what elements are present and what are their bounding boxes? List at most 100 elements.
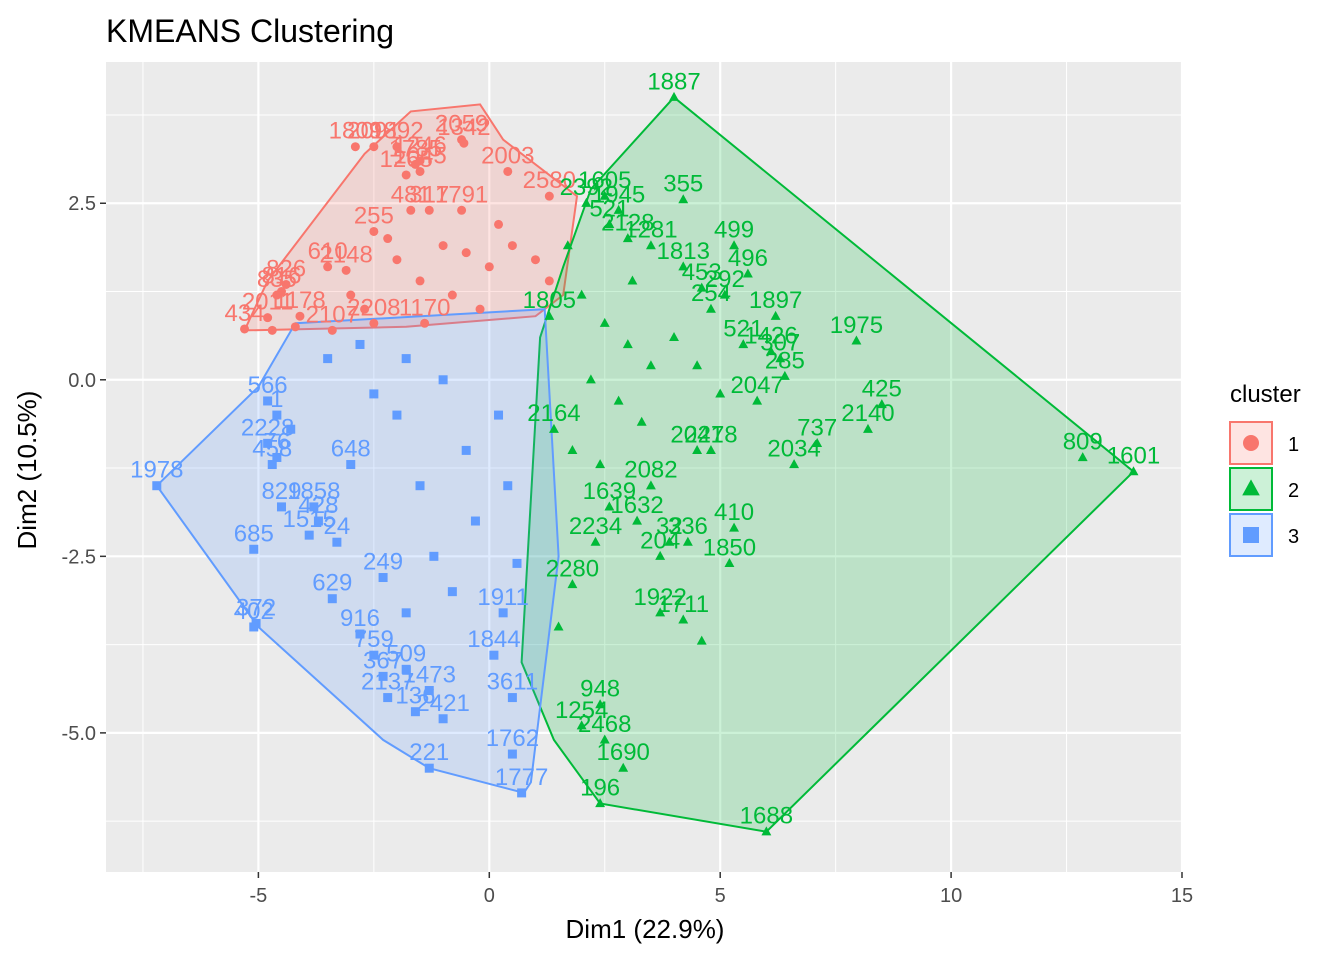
cluster-2-point bbox=[682, 536, 693, 546]
cluster-1-point-label: 2107 bbox=[306, 301, 359, 328]
cluster-2-point-label: 1805 bbox=[523, 287, 576, 314]
cluster-3-point-label: 2137 bbox=[361, 669, 414, 696]
cluster-2-point-label: 1426 bbox=[744, 323, 797, 350]
cluster-3-point bbox=[424, 686, 434, 696]
legend-label-1: 1 bbox=[1288, 434, 1299, 456]
cluster-3-point-label: 136 bbox=[395, 683, 435, 710]
cluster-1-point bbox=[544, 191, 554, 201]
cluster-1-point bbox=[263, 313, 273, 323]
cluster-3-point-label: 367 bbox=[363, 647, 403, 674]
cluster-2-point bbox=[599, 317, 610, 327]
cluster-1-point bbox=[420, 318, 430, 328]
cluster-1-point-label: 2003 bbox=[481, 142, 534, 169]
cluster-1-point bbox=[503, 166, 513, 176]
cluster-1-point bbox=[267, 325, 277, 335]
cluster-3-point bbox=[378, 573, 388, 583]
cluster-2-point-label: 254 bbox=[691, 280, 731, 307]
cluster-3-point-label: 3611 bbox=[487, 669, 539, 696]
cluster-2-point bbox=[789, 459, 800, 469]
cluster-3-point bbox=[323, 354, 333, 364]
cluster-1-point bbox=[544, 276, 554, 286]
legend-title: cluster bbox=[1230, 381, 1301, 408]
cluster-3-point bbox=[438, 714, 448, 724]
cluster-1-point-label: 2059 bbox=[435, 111, 488, 138]
cluster-3-point bbox=[447, 587, 457, 597]
cluster-2-point bbox=[715, 388, 726, 398]
cluster-2-point bbox=[576, 720, 587, 730]
cluster-3-point-label: 249 bbox=[363, 549, 403, 576]
cluster-3-point bbox=[272, 410, 282, 420]
cluster-1-point bbox=[447, 290, 457, 300]
cluster-3-point bbox=[263, 396, 273, 406]
cluster-2-point bbox=[664, 536, 675, 546]
cluster-1-point bbox=[341, 265, 351, 275]
cluster-1-point bbox=[406, 205, 416, 215]
x-axis-title: Dim1 (22.9%) bbox=[566, 914, 725, 944]
cluster-2-point-label: 2128 bbox=[601, 210, 654, 237]
cluster-3-point bbox=[410, 707, 420, 717]
cluster-2-point bbox=[678, 614, 689, 624]
cluster-2-point-label: 496 bbox=[728, 245, 768, 272]
cluster-1-point bbox=[415, 166, 425, 176]
cluster-3-point bbox=[369, 650, 379, 660]
cluster-3-point-label: 685 bbox=[234, 520, 274, 547]
cluster-2-point-label: 2278 bbox=[684, 421, 737, 448]
y-tick-label: 0.0 bbox=[68, 370, 96, 392]
cluster-2-point bbox=[696, 635, 707, 645]
cluster-3-point-label: 1777 bbox=[495, 764, 548, 791]
cluster-2-point-label: 1887 bbox=[647, 68, 700, 95]
cluster-1-point bbox=[475, 304, 485, 314]
cluster-1-point bbox=[323, 262, 333, 272]
cluster-3-point bbox=[507, 749, 517, 759]
cluster-2-point bbox=[581, 197, 592, 207]
cluster-2-point bbox=[669, 91, 679, 101]
cluster-2-point-label: 355 bbox=[663, 171, 703, 198]
cluster-3-point bbox=[369, 389, 379, 399]
cluster-1-point bbox=[457, 205, 467, 215]
cluster-1-point-label: 835 bbox=[257, 266, 297, 293]
cluster-1-point bbox=[457, 135, 467, 145]
cluster-3-point bbox=[313, 516, 323, 526]
cluster-1-point bbox=[484, 262, 494, 272]
cluster-3-point bbox=[507, 693, 517, 703]
cluster-2-point bbox=[692, 360, 703, 370]
cluster-2-point bbox=[696, 282, 707, 292]
cluster-3-point-label: 566 bbox=[248, 372, 288, 399]
cluster-2-point-label: 1711 bbox=[657, 591, 709, 618]
chart-title: KMEANS Clustering bbox=[106, 13, 394, 49]
cluster-3-point bbox=[503, 481, 513, 491]
cluster-2-point bbox=[752, 395, 763, 405]
cluster-3-point bbox=[152, 481, 162, 491]
cluster-3-point-label: 76 bbox=[264, 428, 291, 455]
cluster-3-point bbox=[383, 693, 393, 703]
cluster-2-point-label: 1945 bbox=[592, 181, 645, 208]
cluster-1-point bbox=[530, 255, 540, 265]
cluster-3-point bbox=[286, 424, 296, 434]
cluster-1-point bbox=[415, 156, 425, 166]
cluster-1-point-label: 1791 bbox=[435, 181, 488, 208]
cluster-3-point-label: 1978 bbox=[130, 457, 183, 484]
cluster-1-point bbox=[424, 205, 434, 215]
cluster-2-point bbox=[604, 219, 615, 229]
cluster-1-point-label: 1809 bbox=[329, 118, 382, 145]
cluster-1-point bbox=[369, 318, 379, 328]
cluster-2-point-label: 425 bbox=[862, 376, 902, 403]
cluster-2-point-label: 336 bbox=[668, 513, 708, 540]
cluster-3-point bbox=[304, 530, 314, 540]
cluster-1-point-label: 1785 bbox=[389, 135, 442, 162]
cluster-2-point bbox=[567, 579, 578, 589]
cluster-2-point bbox=[595, 459, 606, 469]
cluster-3-point-label: 1 bbox=[270, 386, 283, 413]
cluster-2-point bbox=[1128, 466, 1139, 476]
cluster-2-point bbox=[595, 699, 606, 709]
cluster-3-point bbox=[267, 460, 277, 470]
cluster-3-point bbox=[392, 410, 402, 420]
cluster-2-point bbox=[692, 445, 703, 455]
cluster-3-point bbox=[346, 460, 356, 470]
cluster-3-point-label: 1473 bbox=[403, 662, 456, 689]
cluster-2-point bbox=[618, 762, 629, 772]
cluster-2-point-label: 1254 bbox=[555, 697, 608, 724]
cluster-2-point bbox=[599, 734, 610, 744]
cluster-2-point-label: 307 bbox=[760, 330, 800, 357]
